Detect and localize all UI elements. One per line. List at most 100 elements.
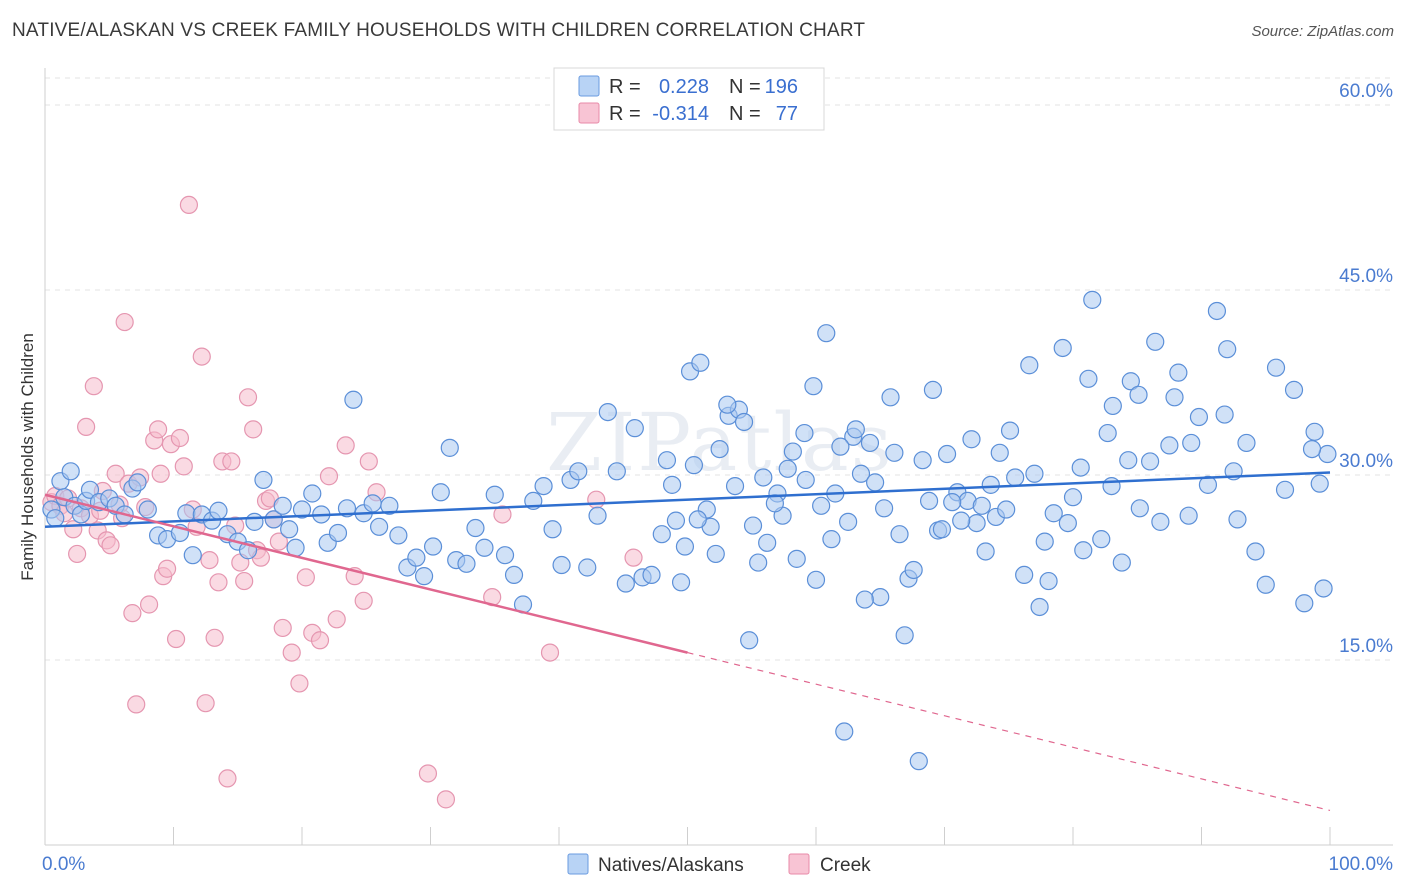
- natives-point-4: [61, 462, 80, 481]
- creek-point-72: [587, 490, 606, 509]
- natives-point-143: [1318, 444, 1337, 464]
- natives-point-37: [328, 523, 348, 543]
- natives-point-150: [1146, 332, 1165, 351]
- natives-point-86: [778, 459, 797, 478]
- natives-point-56: [495, 546, 515, 565]
- natives-point-197: [666, 511, 686, 530]
- series-legend-swatch-natives[interactable]: [567, 853, 589, 875]
- natives-point-148: [1182, 433, 1201, 453]
- natives-point-192: [706, 544, 725, 564]
- natives-point-34: [303, 484, 322, 503]
- natives-point-154: [1098, 423, 1117, 443]
- creek-point-74: [151, 464, 170, 483]
- natives-point-68: [607, 462, 626, 481]
- y-tick-labels: 15.0% 30.0% 45.0% 60.0%: [1339, 81, 1393, 657]
- natives-point-107: [976, 542, 995, 561]
- natives-point-101: [919, 491, 939, 510]
- natives-point-19: [177, 504, 196, 523]
- x-tick-label-max: 100.0%: [1329, 854, 1394, 875]
- natives-point-69: [616, 574, 635, 593]
- natives-point-42: [370, 517, 389, 536]
- natives-point-57: [504, 565, 524, 585]
- legend-swatch-creek: [578, 102, 600, 124]
- natives-point-128: [1179, 506, 1198, 525]
- natives-point-23: [209, 501, 228, 520]
- creek-point-53: [269, 532, 288, 551]
- natives-point-159: [1030, 597, 1049, 617]
- creek-point-6: [68, 544, 87, 564]
- natives-point-164: [972, 496, 991, 515]
- natives-point-184: [783, 442, 802, 461]
- series-legend-label-creek[interactable]: Creek: [820, 855, 871, 876]
- series-legend-label-natives[interactable]: Natives/Alaskans: [598, 855, 744, 876]
- natives-point-134: [1237, 433, 1256, 453]
- creek-point-17: [115, 312, 134, 332]
- creek-point-60: [319, 467, 339, 486]
- natives-point-166: [952, 511, 971, 530]
- natives-point-61: [543, 520, 562, 539]
- legend-swatch-natives: [578, 75, 600, 97]
- y-tick-label-30: 30.0%: [1339, 451, 1393, 472]
- natives-point-111: [1015, 565, 1034, 585]
- natives-point-62: [552, 555, 571, 575]
- natives-point-1: [46, 509, 65, 528]
- natives-point-194: [688, 510, 707, 529]
- y-tick-label-60: 60.0%: [1339, 81, 1393, 102]
- natives-point-27: [245, 512, 264, 531]
- natives-point-39: [344, 390, 363, 409]
- natives-point-47: [414, 567, 434, 586]
- natives-point-67: [598, 403, 617, 422]
- creek-point-65: [359, 452, 378, 471]
- natives-point-133: [1228, 510, 1247, 529]
- series-legend-swatch-creek[interactable]: [788, 853, 810, 875]
- correlation-legend: R = 0.228 N = 196 R = -0.314 N = 77: [553, 67, 825, 131]
- creek-point-20: [127, 695, 146, 714]
- natives-point-146: [1215, 405, 1234, 424]
- natives-point-15: [138, 500, 157, 519]
- creek-point-47: [244, 420, 263, 439]
- natives-point-190: [725, 477, 745, 496]
- creek-point-36: [196, 694, 215, 713]
- creek-point-37: [200, 550, 219, 570]
- natives-point-87: [787, 549, 806, 568]
- natives-point-169: [923, 380, 943, 399]
- creek-point-55: [282, 643, 301, 662]
- natives-point-178: [839, 512, 858, 531]
- natives-point-124: [1140, 452, 1160, 471]
- natives-point-161: [1000, 421, 1020, 440]
- natives-point-20: [183, 546, 202, 565]
- natives-point-14: [128, 473, 147, 492]
- natives-point-94: [851, 464, 871, 483]
- natives-point-180: [822, 530, 841, 549]
- natives-point-120: [1102, 477, 1121, 496]
- natives-point-156: [1071, 458, 1090, 477]
- natives-point-158: [1039, 571, 1058, 591]
- natives-point-126: [1160, 436, 1179, 455]
- natives-point-171: [904, 560, 923, 580]
- creek-point-70: [493, 505, 512, 524]
- creek-point-10: [84, 377, 103, 396]
- natives-point-28: [254, 470, 273, 490]
- natives-point-110: [1006, 468, 1025, 487]
- natives-point-66: [588, 506, 607, 525]
- natives-point-117: [1074, 541, 1093, 560]
- creek-point-19: [123, 604, 142, 623]
- natives-point-75: [671, 573, 691, 592]
- natives-point-72: [642, 565, 661, 585]
- natives-point-181: [812, 496, 831, 515]
- natives-point-53: [466, 518, 485, 538]
- natives-point-175: [866, 473, 885, 492]
- natives-point-140: [1295, 594, 1314, 613]
- natives-point-83: [749, 553, 768, 572]
- legend-n-value-creek: 77: [776, 103, 798, 125]
- natives-point-97: [881, 388, 900, 407]
- natives-point-145: [1302, 440, 1322, 459]
- creek-point-45: [235, 571, 254, 591]
- natives-point-49: [431, 483, 450, 502]
- y-axis-label: Family Households with Children: [18, 333, 37, 581]
- natives-point-30: [273, 496, 292, 515]
- natives-point-95: [860, 433, 880, 453]
- creek-point-64: [354, 591, 373, 610]
- natives-point-38: [337, 499, 357, 518]
- natives-point-119: [1092, 530, 1111, 549]
